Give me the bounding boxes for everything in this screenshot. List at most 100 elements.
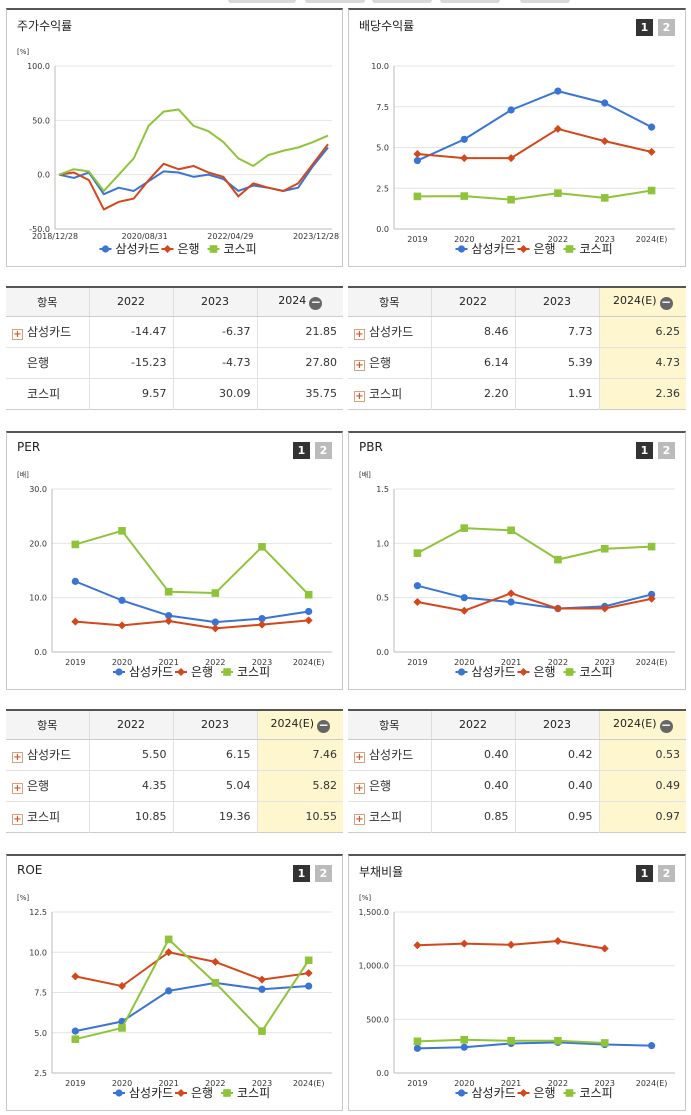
data-point [413, 156, 422, 165]
data-point [223, 668, 231, 676]
data-point [565, 245, 574, 253]
expand-icon[interactable]: + [354, 814, 365, 825]
data-point [258, 620, 266, 629]
table-cell: 6.15 [173, 739, 258, 771]
panel-title: ROE [17, 863, 43, 877]
page-1-button[interactable]: 1 [293, 442, 310, 459]
data-point [118, 596, 126, 604]
data-point [258, 614, 266, 623]
data-point [258, 1027, 266, 1035]
table-cell: -15.23 [89, 347, 174, 379]
table-header-label: 2024(E) [270, 716, 315, 730]
data-point [507, 154, 516, 163]
page-1-button[interactable]: 1 [293, 865, 310, 882]
data-point [163, 245, 172, 253]
x-tick-label: 2021 [501, 658, 521, 667]
collapse-icon[interactable]: − [317, 717, 331, 733]
dividend-yield-table: 항목 2022 2023 2024(E) − + 삼성카드 8.46 7.73 6.… [348, 286, 686, 410]
data-point [211, 589, 220, 597]
table-cell: 19.36 [173, 801, 258, 832]
top-strip-segment [305, 0, 365, 3]
table-cell: 4.73 [599, 347, 686, 379]
y-tick-label: 5.0 [376, 144, 389, 153]
table-header: 2023 [173, 287, 258, 317]
legend-label: 삼성카드 [472, 665, 516, 679]
data-point [460, 939, 469, 948]
panel-title: 배당수익률 [359, 19, 415, 33]
data-point [209, 245, 218, 253]
expand-icon[interactable]: + [354, 329, 365, 340]
table-header: 2023 [173, 710, 258, 740]
page-1-button[interactable]: 1 [636, 865, 653, 882]
table-cell: 10.55 [257, 801, 343, 832]
row-name: 은행 [27, 779, 50, 793]
series-line [417, 127, 652, 160]
data-point [258, 985, 266, 993]
row-name: 삼성카드 [369, 748, 414, 762]
expand-icon[interactable]: + [12, 783, 23, 794]
expand-icon[interactable]: + [12, 814, 23, 825]
page-2-button[interactable]: 2 [315, 865, 332, 882]
axis-unit-label: [%] [17, 894, 29, 902]
data-point [600, 194, 609, 202]
axis-unit-label: [배] [359, 470, 371, 479]
page-2-button[interactable]: 2 [658, 19, 675, 36]
expand-icon[interactable]: + [354, 752, 365, 763]
y-tick-label: 1.5 [376, 485, 389, 494]
data-point [164, 617, 173, 626]
x-tick-label: 2022 [548, 658, 568, 667]
table-header: 2022 [431, 710, 516, 740]
y-tick-label: 10.0 [371, 62, 389, 71]
table-cell: 27.80 [257, 347, 343, 379]
table-header-label: 2024 [278, 293, 307, 307]
page-2-button[interactable]: 2 [315, 442, 332, 459]
table-header: 항목 [6, 287, 90, 317]
expand-icon[interactable]: + [12, 752, 23, 763]
table-header: 2024(E) − [599, 287, 686, 317]
page-2-button[interactable]: 2 [658, 865, 675, 882]
page-1-button[interactable]: 1 [636, 19, 653, 36]
y-tick-label: 500.0 [366, 1015, 389, 1024]
page-2-button[interactable]: 2 [658, 442, 675, 459]
table-cell: 0.53 [599, 739, 686, 771]
expand-icon[interactable]: + [12, 329, 23, 340]
legend-label: 은행 [178, 241, 200, 256]
data-point [177, 1089, 185, 1097]
table-cell: 6.25 [599, 316, 686, 348]
legend-label: 코스피 [580, 665, 613, 679]
data-point [507, 195, 515, 204]
y-tick-label: 5.0 [34, 1029, 47, 1038]
table-header: 항목 [348, 287, 432, 317]
data-point [600, 604, 609, 613]
stock-return-panel: 주가수익률 [%] 100.0 50.0 0.0 -50.0 2018/12/28 2020… [6, 8, 343, 267]
data-point [413, 1037, 422, 1046]
collapse-icon[interactable]: − [659, 294, 673, 310]
y-tick-label: 12.5 [29, 908, 47, 917]
data-point [601, 99, 609, 107]
expand-icon[interactable]: + [354, 783, 365, 794]
series-line [58, 146, 329, 196]
legend-label: 코스피 [237, 1086, 270, 1100]
data-point [211, 957, 220, 966]
y-tick-label: 20.0 [29, 539, 47, 548]
table-row: + 코스피 10.85 19.36 10.55 [6, 801, 343, 832]
collapse-icon[interactable]: − [659, 717, 673, 733]
table-cell: 7.73 [515, 316, 600, 348]
series-line [417, 592, 652, 612]
page-1-button[interactable]: 1 [636, 442, 653, 459]
expand-icon[interactable]: + [354, 360, 365, 371]
x-tick-label: 2022/04/29 [207, 232, 253, 241]
expand-icon[interactable]: + [354, 391, 365, 402]
data-point [413, 598, 422, 607]
collapse-icon[interactable]: − [309, 294, 323, 310]
legend-item: 삼성카드 [455, 665, 516, 679]
data-point [457, 668, 466, 676]
y-tick-label: 0.0 [376, 648, 389, 657]
data-point [165, 611, 173, 620]
table-cell: 4.35 [89, 770, 174, 802]
data-point [519, 668, 528, 676]
